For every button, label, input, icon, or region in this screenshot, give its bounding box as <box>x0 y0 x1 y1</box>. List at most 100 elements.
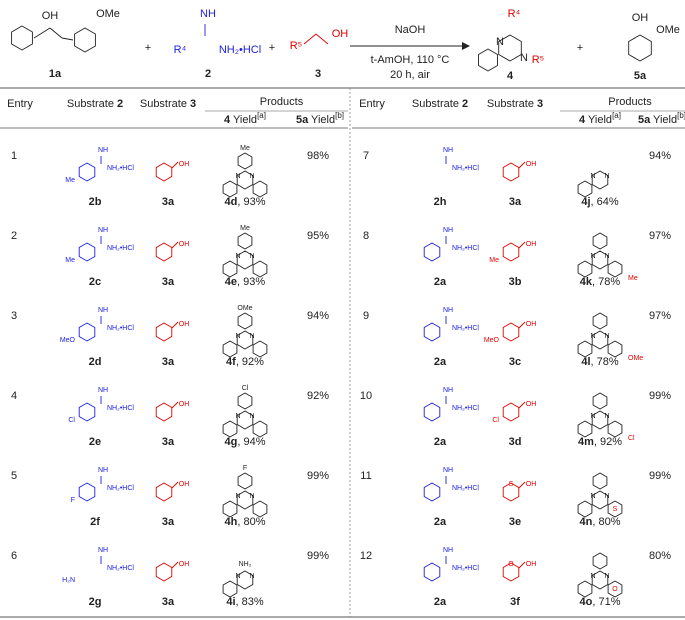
product-label: 4n, 80% <box>580 516 621 528</box>
ring <box>236 250 254 270</box>
atom: NH₂•HCl <box>452 325 479 332</box>
ring <box>155 402 173 422</box>
atom: N <box>235 573 240 580</box>
atom: Me <box>240 145 250 152</box>
header-part: Yield <box>230 114 257 126</box>
header-part: 4 <box>224 114 231 126</box>
header-part: [b] <box>335 111 344 120</box>
atom: N <box>235 253 240 260</box>
ring <box>78 482 96 502</box>
atom: N <box>235 493 240 500</box>
header-part: Yield <box>308 114 335 126</box>
atom: N <box>604 253 609 260</box>
atom: N <box>604 333 609 340</box>
atom: N <box>604 173 609 180</box>
compound-label: 2e <box>89 436 101 448</box>
atom: OH <box>179 401 190 408</box>
compound-label: 2a <box>434 516 447 528</box>
header-cell: Entry <box>7 98 33 110</box>
compound-id: 4l <box>581 356 590 368</box>
ring <box>155 162 173 182</box>
ring <box>502 162 520 182</box>
atom: N <box>590 333 595 340</box>
ring <box>74 27 96 53</box>
ring <box>237 392 253 410</box>
header-part: 2 <box>462 98 468 110</box>
atom: NH <box>443 147 453 154</box>
header-cell: Substrate 3 <box>487 98 543 110</box>
line <box>171 401 179 409</box>
header-part: Substrate <box>487 98 537 110</box>
atom: MeO <box>484 337 500 344</box>
ring <box>222 260 238 278</box>
compound-id: 4j <box>581 196 590 208</box>
compound-id: 4n <box>580 516 593 528</box>
entry: 6 <box>11 550 17 562</box>
ring <box>423 402 441 422</box>
atom: NH <box>98 147 108 154</box>
ring <box>236 490 254 510</box>
header-part: 5a <box>638 114 651 126</box>
ring <box>78 402 96 422</box>
entry: 12 <box>360 550 372 562</box>
ring <box>237 312 253 330</box>
ring <box>155 242 173 262</box>
compound-label: 3a <box>162 276 175 288</box>
ring <box>591 490 609 510</box>
ring <box>252 420 268 438</box>
atom: NH₂•HCl <box>107 325 134 332</box>
ring <box>592 232 608 250</box>
entry: 10 <box>360 390 372 402</box>
ring <box>498 34 522 62</box>
ring <box>591 170 609 190</box>
header-part: Substrate <box>412 98 462 110</box>
ring <box>502 482 520 502</box>
atom: N <box>249 573 254 580</box>
product-label: 4i, 83% <box>226 596 264 608</box>
atom: OH <box>332 28 349 40</box>
atom: N <box>249 173 254 180</box>
compound-label: 2 <box>205 68 211 80</box>
line <box>171 241 179 249</box>
product-label: 4g, 94% <box>225 436 266 448</box>
yield-5a: 99% <box>307 550 329 562</box>
atom: OH <box>632 12 649 24</box>
ring <box>591 330 609 350</box>
compound-id: 4k <box>580 276 593 288</box>
compound-label: 4 <box>507 70 514 82</box>
compound-label: 3d <box>509 436 522 448</box>
atom: Me <box>489 257 499 264</box>
atom: S <box>613 506 618 513</box>
ring <box>423 322 441 342</box>
compound-id: 4g <box>225 436 238 448</box>
plus: + <box>577 42 583 54</box>
condition: NaOH <box>395 24 426 36</box>
compound-label: 2a <box>434 436 447 448</box>
atom: NH <box>443 547 453 554</box>
ring <box>236 570 254 590</box>
ring <box>577 340 593 358</box>
header-cell: Entry <box>359 98 385 110</box>
entry: 3 <box>11 310 17 322</box>
line <box>171 481 179 489</box>
atom: NH <box>443 387 453 394</box>
header-cell: 5a Yield[b] <box>638 111 685 126</box>
yield: , 83% <box>236 596 264 608</box>
yield: , 92% <box>236 356 264 368</box>
header-part: [b] <box>677 111 685 120</box>
ring <box>237 152 253 170</box>
line <box>518 241 526 249</box>
atom: F <box>71 497 75 504</box>
header-cell: Products <box>260 96 304 108</box>
atom: NH₂•HCl <box>107 565 134 572</box>
header-cell: 4 Yield[a] <box>224 111 266 126</box>
header-cell: Substrate 2 <box>67 98 123 110</box>
atom: N <box>249 493 254 500</box>
ring <box>155 562 173 582</box>
ring <box>78 162 96 182</box>
arrow-head <box>462 42 470 50</box>
atom: Cl <box>242 385 249 392</box>
entry: 2 <box>11 230 17 242</box>
header-part: [a] <box>257 111 266 120</box>
